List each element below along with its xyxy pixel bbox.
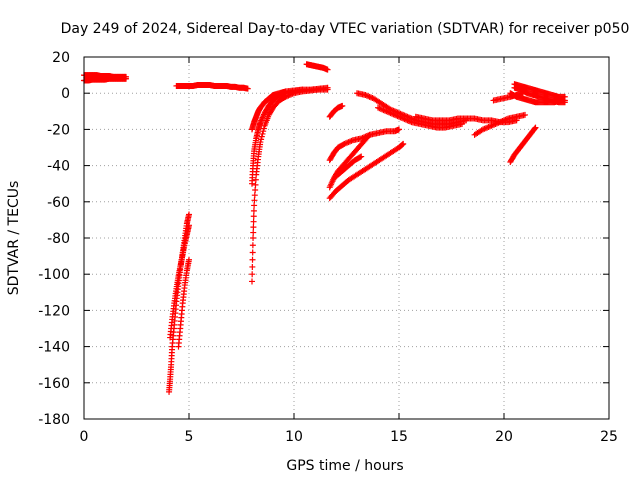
data-point [250, 229, 257, 236]
data-point [123, 75, 129, 82]
y-tick-label: 0 [61, 86, 70, 102]
series-arc15 [471, 111, 528, 138]
data-point [186, 211, 192, 218]
data-point [258, 133, 265, 140]
data-point [324, 66, 331, 73]
x-tick-label: 15 [390, 429, 408, 445]
data-point [339, 102, 346, 109]
y-tick-label: -60 [47, 195, 70, 211]
data-point [259, 130, 266, 137]
series-arc17 [507, 124, 539, 165]
data-point [249, 278, 255, 285]
series-arc7 [326, 102, 346, 120]
series-arc19 [511, 81, 568, 100]
data-point [531, 125, 538, 132]
data-point [522, 111, 528, 118]
series-arc5c [249, 86, 306, 133]
y-tick-label: -100 [38, 267, 70, 283]
data-point [186, 256, 192, 263]
x-tick-label: 5 [185, 429, 194, 445]
data-point [366, 131, 373, 138]
series-arc3b [167, 222, 192, 341]
y-tick-label: -20 [47, 122, 70, 138]
x-axis-label: GPS time / hours [286, 458, 403, 474]
data-point [561, 99, 568, 106]
data-point [400, 140, 407, 147]
y-tick-label: -180 [38, 412, 70, 428]
data-point [249, 242, 256, 249]
series-arc13 [375, 104, 465, 131]
data-point [260, 125, 267, 132]
plot-frame [83, 56, 610, 420]
grid [84, 57, 609, 419]
y-tick-label: -120 [38, 303, 70, 319]
data-marks [81, 61, 568, 395]
series-arc8 [326, 126, 402, 164]
series-arc11 [333, 153, 365, 180]
data-point [250, 235, 257, 241]
data-point [252, 176, 259, 183]
data-point [257, 139, 264, 146]
data-point [357, 154, 364, 161]
data-point [561, 93, 568, 100]
y-axis-label: SDTVAR / TECUs [6, 181, 22, 296]
data-point [244, 85, 251, 92]
y-tick-label: -80 [47, 231, 70, 247]
y-tick-label: 20 [52, 50, 70, 66]
data-point [250, 213, 257, 220]
y-tick-label: -140 [38, 340, 70, 356]
data-point [251, 192, 258, 199]
x-tick-label: 0 [80, 429, 89, 445]
data-point [324, 84, 331, 91]
series-arc10 [326, 140, 407, 202]
series-arc6 [303, 61, 331, 73]
chart-title: Day 249 of 2024, Sidereal Day-to-day VTE… [61, 21, 630, 37]
data-point [249, 271, 256, 278]
data-point [260, 128, 267, 135]
data-point [399, 141, 406, 148]
y-tick-label: -40 [47, 159, 70, 175]
data-point [249, 249, 256, 256]
data-point [258, 136, 265, 143]
data-point [252, 181, 259, 188]
series-arc20 [511, 84, 568, 106]
data-point [250, 224, 257, 231]
series-arc4 [175, 256, 192, 350]
data-point [299, 86, 306, 93]
y-tick-label: -160 [38, 376, 70, 392]
x-tick-label: 10 [285, 429, 303, 445]
series-arc1b [81, 75, 129, 84]
data-point [365, 133, 372, 140]
x-tick-label: 25 [600, 429, 618, 445]
data-point [249, 263, 256, 270]
data-point [251, 202, 258, 209]
data-point [250, 218, 257, 225]
data-point [251, 197, 258, 204]
data-point [250, 207, 257, 214]
data-point [249, 256, 256, 263]
series-arc2 [173, 82, 251, 92]
axis-ticks: 0 5 10 15 20 25 20 0 -20 -40 -60 -80 -100 -120 -140 -16… [38, 50, 618, 445]
data-point [532, 124, 539, 131]
data-point [252, 187, 259, 194]
data-point [186, 222, 192, 229]
data-point [396, 126, 402, 133]
data-point [358, 153, 365, 160]
x-tick-label: 20 [495, 429, 513, 445]
data-point [459, 120, 465, 127]
